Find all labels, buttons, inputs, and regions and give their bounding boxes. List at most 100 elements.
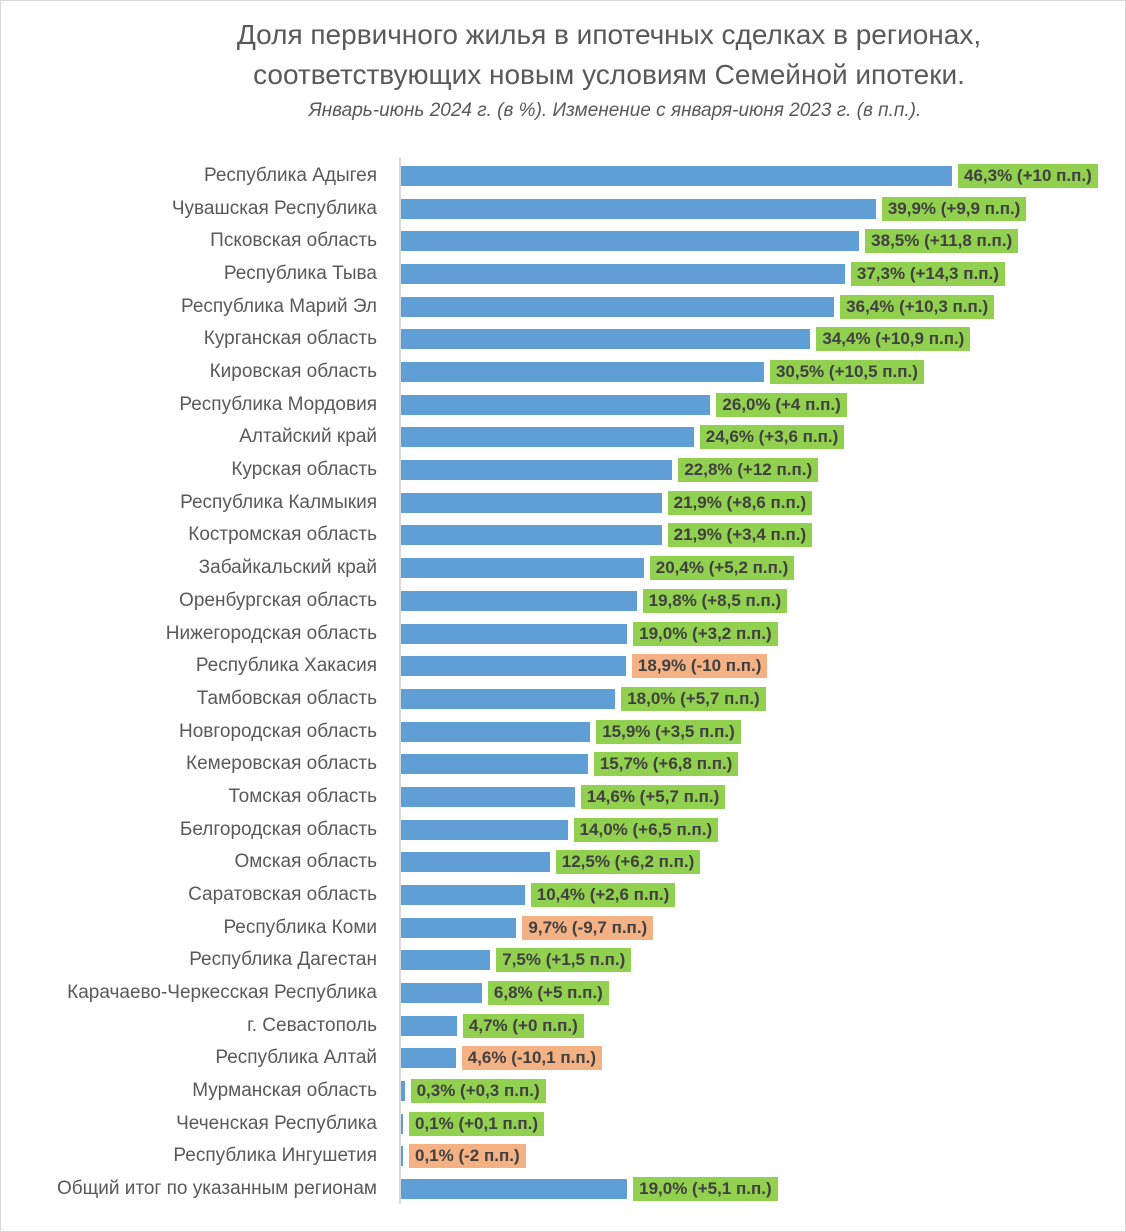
category-label: Республика Ингушетия xyxy=(173,1145,377,1167)
bar xyxy=(401,460,673,481)
bar xyxy=(401,1179,628,1200)
data-label: 18,9% (-10 п.п.) xyxy=(631,654,768,679)
bar xyxy=(401,688,616,709)
category-label: Чувашская Республика xyxy=(171,197,377,219)
category-label: Тамбовская область xyxy=(196,687,377,709)
data-label: 9,7% (-9,7 п.п.) xyxy=(522,915,654,940)
bar xyxy=(401,590,637,611)
data-label: 0,1% (+0,1 п.п.) xyxy=(409,1111,545,1136)
bar xyxy=(401,166,952,186)
data-label: 19,0% (+5,1 п.п.) xyxy=(633,1177,778,1202)
category-label: Новгородская область xyxy=(179,720,377,742)
bar xyxy=(401,362,764,383)
category-label: Республика Марий Эл xyxy=(180,295,377,317)
bar xyxy=(401,754,588,775)
category-label: Кемеровская область xyxy=(186,753,377,775)
bar xyxy=(401,623,628,644)
data-label: 22,8% (+12 п.п.) xyxy=(678,458,819,483)
category-label: Республика Мордовия xyxy=(179,393,377,415)
category-label: Мурманская область xyxy=(192,1080,377,1102)
data-label: 39,9% (+9,9 п.п.) xyxy=(881,196,1027,221)
category-label: Алтайский край xyxy=(239,426,377,448)
category-label: Костромская область xyxy=(188,524,377,546)
category-label: Республика Коми xyxy=(223,916,377,938)
data-label: 4,7% (+0 п.п.) xyxy=(462,1013,584,1038)
category-label: Омская область xyxy=(234,851,377,873)
bar xyxy=(401,264,845,285)
chart-title-line-2: соответствующих новым условиям Семейной … xyxy=(253,59,965,90)
bar xyxy=(401,884,525,905)
bar xyxy=(401,656,626,677)
category-label: Томская область xyxy=(228,785,377,807)
bar xyxy=(401,1146,403,1167)
data-label: 24,6% (+3,6 п.п.) xyxy=(699,425,845,450)
data-label: 21,9% (+3,4 п.п.) xyxy=(667,523,813,548)
bar xyxy=(401,296,835,317)
data-label: 12,5% (+6,2 п.п.) xyxy=(555,850,701,875)
data-label: 7,5% (+1,5 п.п.) xyxy=(496,948,632,973)
bar xyxy=(401,198,876,219)
data-label: 19,0% (+3,2 п.п.) xyxy=(633,621,778,646)
data-label: 10,4% (+2,6 п.п.) xyxy=(530,882,676,907)
data-label: 30,5% (+10,5 п.п.) xyxy=(769,360,924,385)
category-label: Республика Калмыкия xyxy=(180,491,377,513)
chart-title-line-1: Доля первичного жилья в ипотечных сделка… xyxy=(236,19,982,50)
category-label: Республика Хакасия xyxy=(195,655,377,677)
bar xyxy=(401,394,711,415)
data-label: 0,3% (+0,3 п.п.) xyxy=(410,1079,546,1104)
bar xyxy=(401,917,517,938)
category-label: Оренбургская область xyxy=(179,589,377,611)
bar xyxy=(401,558,644,579)
category-label: Кировская область xyxy=(209,361,377,383)
data-label: 6,8% (+5 п.п.) xyxy=(487,981,609,1005)
data-label: 34,4% (+10,9 п.п.) xyxy=(816,327,971,352)
category-label: Республика Алтай xyxy=(215,1047,377,1069)
chart-subtitle: Январь-июнь 2024 г. (в %). Изменение с я… xyxy=(308,100,922,121)
bar xyxy=(401,983,482,1003)
category-label: Карачаево-Черкесская Республика xyxy=(67,982,377,1003)
data-label: 19,8% (+8,5 п.п.) xyxy=(642,588,788,613)
bar xyxy=(401,721,591,742)
data-label: 46,3% (+10 п.п.) xyxy=(958,164,1098,188)
category-label: Республика Адыгея xyxy=(204,165,377,186)
bar xyxy=(401,525,662,546)
bar xyxy=(401,1113,403,1134)
category-label: Курганская область xyxy=(203,328,377,350)
data-label: 20,4% (+5,2 п.п.) xyxy=(649,556,795,581)
category-label: Общий итог по указанным регионам xyxy=(56,1178,377,1200)
data-label: 26,0% (+4 п.п.) xyxy=(716,392,847,417)
bar xyxy=(401,231,860,252)
data-label: 37,3% (+14,3 п.п.) xyxy=(850,262,1005,287)
data-label: 36,4% (+10,3 п.п.) xyxy=(840,294,995,319)
bar xyxy=(401,786,575,807)
bar xyxy=(401,950,491,971)
category-label: Белгородская область xyxy=(179,818,377,840)
bar xyxy=(401,819,568,840)
category-label: Курская область xyxy=(231,459,377,481)
bar xyxy=(401,1015,457,1036)
data-label: 4,6% (-10,1 п.п.) xyxy=(461,1046,602,1071)
bar xyxy=(401,1081,405,1102)
bar xyxy=(401,427,694,448)
category-label: Нижегородская область xyxy=(165,622,377,644)
bar xyxy=(401,492,662,513)
category-label: Республика Дагестан xyxy=(189,949,377,971)
data-label: 0,1% (-2 п.п.) xyxy=(409,1144,526,1169)
bar xyxy=(401,1048,456,1069)
data-label: 18,0% (+5,7 п.п.) xyxy=(621,686,766,711)
data-label: 14,6% (+5,7 п.п.) xyxy=(580,784,726,809)
data-label: 38,5% (+11,8 п.п.) xyxy=(865,229,1019,254)
category-label: Саратовская область xyxy=(188,883,377,905)
data-label: 21,9% (+8,6 п.п.) xyxy=(667,490,813,515)
data-label: 15,7% (+6,8 п.п.) xyxy=(593,752,739,777)
data-label: 14,0% (+6,5 п.п.) xyxy=(573,817,719,842)
data-label: 15,9% (+3,5 п.п.) xyxy=(596,719,741,744)
category-label: Забайкальский край xyxy=(198,557,377,579)
category-label: г. Севастополь xyxy=(247,1014,377,1036)
category-label: Республика Тыва xyxy=(223,263,377,285)
bar xyxy=(401,852,550,873)
y-axis-line xyxy=(399,158,401,1204)
category-label: Псковская область xyxy=(210,230,377,252)
bar xyxy=(401,329,811,350)
